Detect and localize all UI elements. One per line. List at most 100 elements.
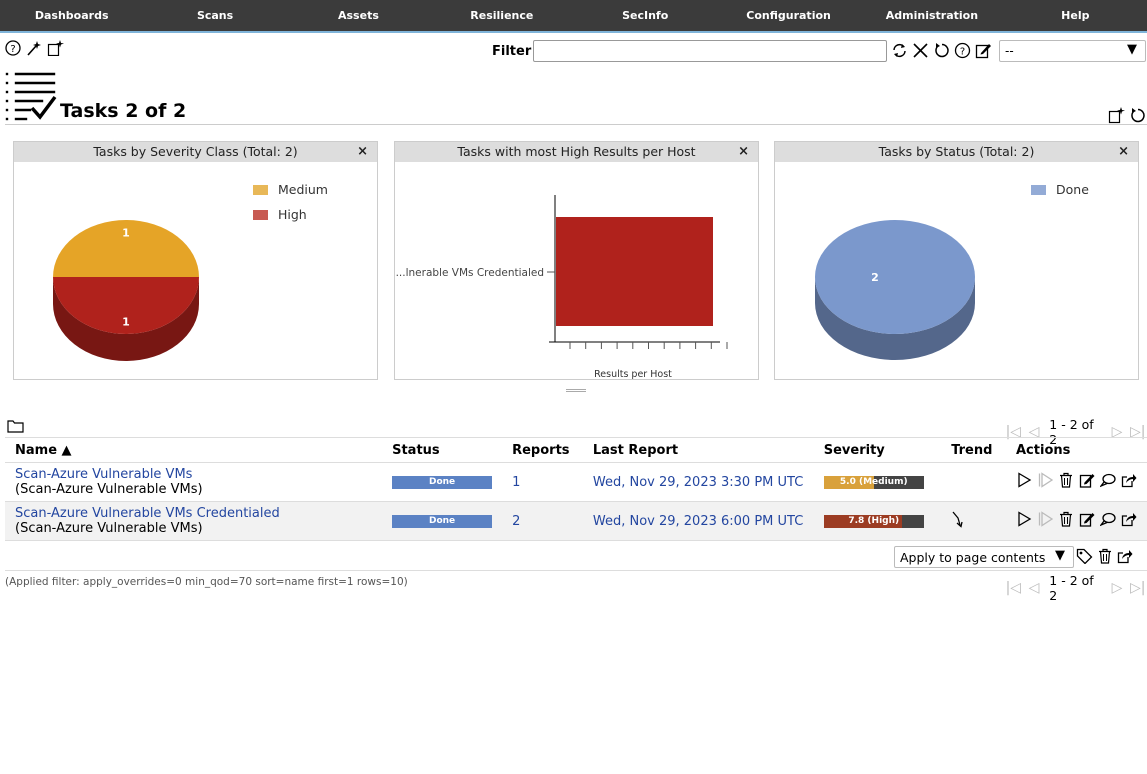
legend-item[interactable]: Done [1031,182,1089,197]
toolbar: ? [5,40,65,60]
severity-pie-chart: 11 [53,220,199,361]
next-page-icon[interactable]: ▷ [1111,580,1123,596]
close-icon[interactable]: × [357,144,368,159]
pie-slice-label: 1 [122,227,130,240]
add-dashboard-display-icon[interactable] [1108,107,1125,128]
close-icon[interactable]: × [1118,144,1129,159]
nav-scans[interactable]: Scans [196,9,234,22]
status-cell: Done [382,501,503,541]
filter-input[interactable] [533,40,887,62]
start-icon[interactable] [1016,511,1032,531]
resume-icon [1037,472,1054,492]
column-last-report[interactable]: Last Report [582,437,814,463]
pagination-text: 1 - 2 of 2 [1049,573,1094,603]
last-report-link[interactable]: Wed, Nov 29, 2023 6:00 PM UTC [592,513,804,529]
task-comment: (Scan-Azure Vulnerable VMs) [15,482,203,497]
page-title: Tasks 2 of 2 [60,100,187,122]
severity-label: 5.0 (Medium) [839,476,908,487]
column-severity[interactable]: Severity [813,437,942,463]
nav-assets[interactable]: Assets [338,9,379,22]
task-name-link[interactable]: Scan-Azure Vulnerable VMs [15,467,193,482]
legend-swatch [1031,184,1046,195]
export-icon[interactable] [1121,472,1137,492]
dashboard-actions [1108,107,1146,128]
last-report-link[interactable]: Wed, Nov 29, 2023 3:30 PM UTC [592,474,804,490]
resume-icon [1037,511,1054,531]
reports-cell: 1 [502,462,583,502]
table-header-row: Name ▲ Status Reports Last Report Severi… [5,437,1147,463]
refresh-filter-icon[interactable] [891,42,908,63]
bulk-actions-row: Apply to page contents ▼ [5,540,1147,571]
remove-filter-icon[interactable] [912,42,929,63]
reports-link[interactable]: 1 [512,474,521,490]
column-actions: Actions [1006,437,1147,463]
tag-icon[interactable] [1076,548,1093,568]
column-name[interactable]: Name ▲ [5,437,383,463]
last-report-cell: Wed, Nov 29, 2023 3:30 PM UTC [582,462,814,502]
panel-title: Tasks with most High Results per Host [457,144,696,159]
export-icon[interactable] [1121,511,1137,531]
status-cell: Done [382,462,503,502]
nav-configuration[interactable]: Configuration [746,9,831,22]
nav-help[interactable]: Help [1061,9,1090,22]
edit-icon[interactable] [1079,511,1095,531]
previous-page-icon[interactable]: ◁ [1028,424,1040,440]
legend-label: Medium [278,182,328,197]
filter-help-icon[interactable]: ? [954,42,971,63]
reset-dashboard-icon[interactable] [1129,107,1146,128]
last-page-icon[interactable]: ▷| [1129,580,1146,596]
edit-filter-icon[interactable] [975,42,992,63]
nav-dashboards[interactable]: Dashboards [34,9,109,22]
pie-slice-label: 2 [871,271,879,284]
filter-select[interactable]: -- ▼ [999,40,1146,62]
first-page-icon[interactable]: |◁ [1005,424,1022,440]
legend-item[interactable]: High [253,207,307,222]
nav-secinfo[interactable]: SecInfo [622,9,669,22]
new-task-icon[interactable] [47,40,65,60]
previous-page-icon[interactable]: ◁ [1028,580,1040,596]
wizard-icon[interactable] [26,40,42,60]
edit-icon[interactable] [1079,472,1095,492]
task-name-cell: Scan-Azure Vulnerable VMs (Scan-Azure Vul… [5,462,383,502]
x-axis-label: Results per Host [594,369,672,379]
bulk-action-icons [1076,548,1133,568]
task-name-cell: Scan-Azure Vulnerable VMs Credentialed (S… [5,501,383,541]
severity-bar: 5.0 (Medium) [823,475,924,489]
severity-cell: 7.8 (High) [813,501,942,541]
status-pie-chart: 2 [815,220,975,360]
column-reports[interactable]: Reports [502,437,583,463]
trash-icon[interactable] [1058,472,1074,492]
reports-link[interactable]: 2 [512,513,521,529]
folder-icon[interactable] [7,418,24,437]
column-trend: Trend [941,437,1006,463]
pie-slice [53,220,199,277]
close-icon[interactable]: × [738,144,749,159]
last-page-icon[interactable]: ▷| [1129,424,1146,440]
bulk-action-select[interactable]: Apply to page contents ▼ [894,546,1074,568]
task-name-link[interactable]: Scan-Azure Vulnerable VMs Credentialed [15,506,280,522]
applied-filter-text: (Applied filter: apply_overrides=0 min_q… [5,576,408,588]
filter-actions: ? [891,42,992,63]
next-page-icon[interactable]: ▷ [1111,424,1123,440]
export-icon[interactable] [1117,548,1133,568]
panel-high-results: Tasks with most High Results per Host × .… [394,141,759,380]
divider [5,124,1147,125]
pagination-top: |◁ ◁ 1 - 2 of 2 ▷ ▷| [1004,417,1147,447]
trash-icon[interactable] [1058,511,1074,531]
clone-icon[interactable] [1099,472,1116,492]
pie-side-0 [815,277,975,360]
first-page-icon[interactable]: |◁ [1005,580,1022,596]
start-icon[interactable] [1016,472,1032,492]
reset-filter-icon[interactable] [933,42,950,63]
resize-handle[interactable] [566,389,586,392]
legend-item[interactable]: Medium [253,182,328,197]
help-icon[interactable]: ? [5,40,21,60]
clone-icon[interactable] [1099,511,1116,531]
trash-icon[interactable] [1097,548,1113,568]
high-results-bar-chart: ...lnerable VMs Credentialed Results per … [396,195,728,380]
column-status[interactable]: Status [382,437,503,463]
nav-resilience[interactable]: Resilience [470,9,534,22]
nav-administration[interactable]: Administration [885,9,979,22]
pie-side-1 [53,277,199,361]
